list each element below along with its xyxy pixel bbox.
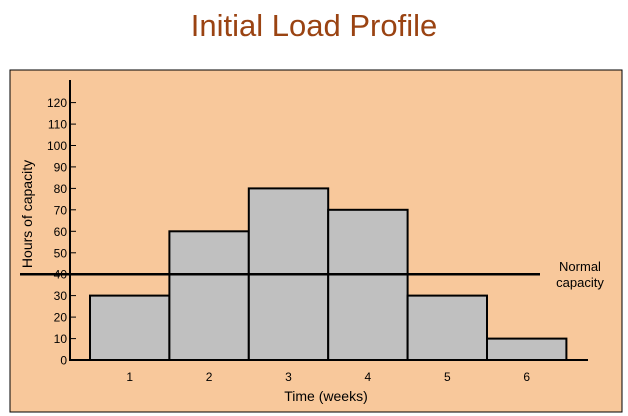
y-tick-label: 120 <box>47 96 67 110</box>
x-tick-label: 5 <box>444 370 451 384</box>
y-tick-label: 80 <box>54 182 68 196</box>
axes-layer <box>69 80 588 361</box>
y-tick-label: 0 <box>60 354 67 368</box>
y-tick-label: 20 <box>54 311 68 325</box>
normal-capacity-label-2: capacity <box>556 275 604 290</box>
y-tick-label: 60 <box>54 225 68 239</box>
normal-capacity-label: Normal <box>559 259 601 274</box>
y-tick-label: 30 <box>54 289 68 303</box>
bar-week-1 <box>89 294 171 362</box>
y-tick-label: 90 <box>54 160 68 174</box>
x-axis-label: Time (weeks) <box>284 388 368 404</box>
y-tick-label: 110 <box>48 118 67 132</box>
reference-layer: Normal capacity <box>20 259 604 290</box>
bar-week-4 <box>327 208 409 361</box>
x-tick-label: 6 <box>523 370 530 384</box>
x-tick-label: 3 <box>285 370 292 384</box>
y-tick-label: 10 <box>54 332 68 346</box>
y-tick-label: 40 <box>54 268 68 282</box>
x-tick-label: 1 <box>126 370 133 384</box>
y-tick-label: 50 <box>54 246 68 260</box>
chart-title: Initial Load Profile <box>190 8 438 43</box>
y-tick-label: 100 <box>47 139 67 153</box>
x-tick-label: 4 <box>365 370 372 384</box>
y-tick-label: 70 <box>54 203 68 217</box>
bar-week-2 <box>168 230 250 361</box>
x-tick-label: 2 <box>206 370 213 384</box>
bar-week-6 <box>486 337 568 362</box>
y-ticks: 0 10 20 30 40 50 60 70 80 90 100 110 120 <box>47 96 76 368</box>
y-axis-label: Hours of capacity <box>19 160 35 268</box>
bar-week-5 <box>406 294 489 362</box>
x-ticks: 1 2 3 4 5 6 <box>126 370 530 384</box>
